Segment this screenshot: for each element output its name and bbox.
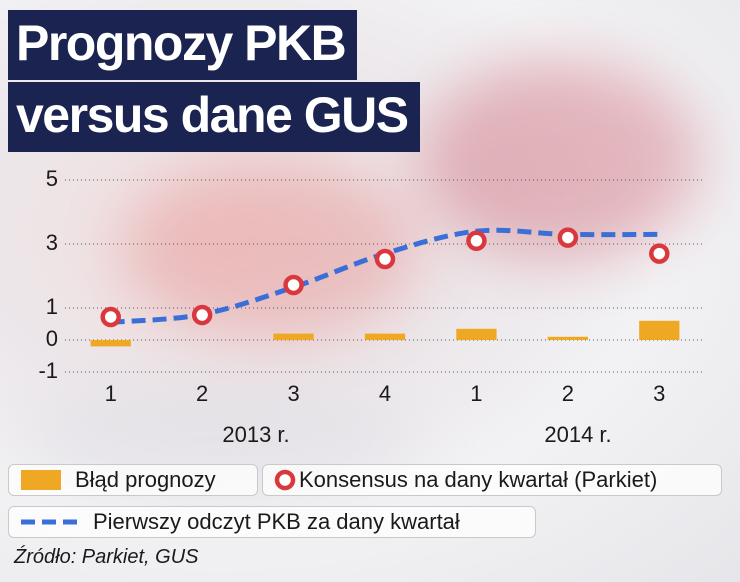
y-tick-label: 3: [46, 230, 58, 255]
bar: [364, 333, 406, 340]
legend-swatch: [21, 519, 81, 525]
legend-label: Pierwszy odczyt PKB za dany kwartał: [93, 509, 460, 534]
legend-item: Pierwszy odczyt PKB za dany kwartał: [8, 506, 536, 538]
x-tick-label: 2: [562, 381, 574, 406]
x-tick-label: 1: [105, 381, 117, 406]
point: [649, 243, 670, 264]
group-label: 2014 r.: [544, 422, 611, 447]
bar: [273, 333, 314, 340]
legend-swatch: [21, 470, 61, 490]
x-tick-label: 2: [196, 381, 208, 406]
point: [374, 248, 396, 270]
point: [100, 306, 121, 328]
point: [466, 230, 487, 252]
y-tick-label: -1: [38, 358, 58, 383]
point: [283, 274, 304, 296]
legend-swatch: [274, 469, 296, 491]
legend-marker: [274, 469, 296, 491]
point: [557, 227, 579, 248]
legend-item: Błąd prognozy: [8, 464, 258, 496]
legend-item: Konsensus na dany kwartał (Parkiet): [262, 464, 722, 496]
bar: [639, 320, 680, 340]
y-tick-label: 5: [46, 166, 58, 191]
background: [420, 60, 700, 260]
x-tick-label: 3: [287, 381, 299, 406]
legend-label: Konsensus na dany kwartał (Parkiet): [299, 467, 658, 492]
chart-title: versus dane GUS: [8, 82, 420, 152]
legend-label: Błąd prognozy: [75, 467, 216, 492]
bar: [547, 336, 588, 340]
y-tick-label: 1: [46, 294, 58, 319]
x-tick-label: 4: [379, 381, 391, 406]
x-tick-label: 1: [470, 381, 482, 406]
x-tick-label: 3: [653, 381, 665, 406]
point: [191, 304, 213, 326]
background: [120, 160, 420, 340]
bar: [90, 340, 131, 347]
group-label: 2013 r.: [222, 422, 289, 447]
source: Źródło: Parkiet, GUS: [14, 546, 199, 568]
bar: [456, 328, 497, 340]
chart-title: Prognozy PKB: [8, 10, 358, 80]
y-tick-label: 0: [46, 326, 58, 351]
